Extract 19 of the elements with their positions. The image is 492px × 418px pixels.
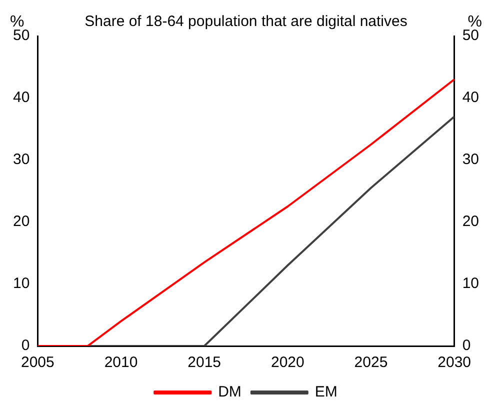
x-tick-label: 2010 <box>104 354 138 372</box>
chart-title: Share of 18-64 population that are digital natives <box>84 13 408 30</box>
y2-tick-label: 10 <box>462 275 480 292</box>
legend-label: EM <box>314 384 338 401</box>
y-tick-label: 10 <box>12 275 30 292</box>
y-tick-label: 30 <box>12 151 30 168</box>
y2-tick-label: 0 <box>462 337 471 354</box>
x-tick-label: 2015 <box>188 354 222 372</box>
y2-tick-label: 40 <box>462 89 480 106</box>
x-tick-label: 2030 <box>438 354 472 372</box>
legend-label: DM <box>218 384 242 401</box>
y-tick-label: 20 <box>12 213 30 230</box>
x-tick-label: 2025 <box>354 354 388 372</box>
y-tick-label: 0 <box>21 337 30 354</box>
y2-tick-label: 30 <box>462 151 480 168</box>
y-tick-label: 40 <box>12 89 30 106</box>
x-tick-label: 2005 <box>20 354 54 372</box>
y2-tick-label: 20 <box>462 213 480 230</box>
x-tick-label: 2020 <box>270 354 304 372</box>
